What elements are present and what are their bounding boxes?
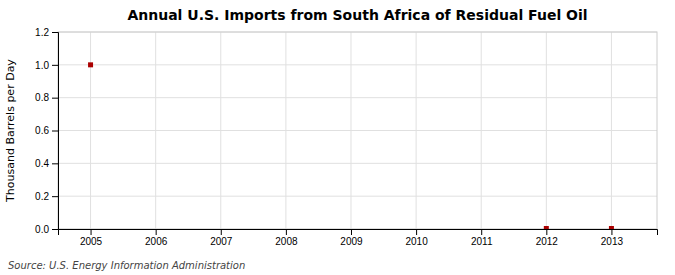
grid-line-x bbox=[546, 32, 547, 229]
points bbox=[88, 62, 614, 229]
grid-line-y bbox=[58, 97, 657, 98]
x-tick-label: 2007 bbox=[210, 236, 233, 247]
x-tick-label: 2008 bbox=[275, 236, 298, 247]
grid-line-y bbox=[58, 163, 657, 164]
grid-line-x bbox=[155, 32, 156, 229]
y-tick-mark bbox=[52, 163, 58, 164]
grid-line-y bbox=[58, 196, 657, 197]
annotation: Source: U.S. Energy Information Administ… bbox=[8, 260, 245, 271]
y-tick: 1.2 bbox=[35, 27, 58, 38]
x-tick: 2012 bbox=[536, 229, 559, 247]
y-tick-mark bbox=[52, 196, 58, 197]
y-tick-mark bbox=[52, 65, 58, 66]
y-tick-mark bbox=[52, 32, 58, 33]
x-tick-mark bbox=[546, 229, 547, 235]
x-tick: 2007 bbox=[210, 229, 233, 247]
grid-line-x bbox=[416, 32, 417, 229]
x-tick-mark bbox=[351, 229, 352, 235]
x-tick: 2013 bbox=[601, 229, 624, 247]
x-tick-mark bbox=[611, 229, 612, 235]
y-tick: 0.2 bbox=[35, 191, 58, 202]
y-tick-mark bbox=[52, 131, 58, 132]
grid-line-x bbox=[350, 32, 351, 229]
y-tick: 0.8 bbox=[35, 92, 58, 103]
grid-line-x bbox=[220, 32, 221, 229]
y-axis-line bbox=[52, 33, 59, 230]
y-tick: 0.6 bbox=[35, 125, 58, 136]
y-tick-label: 1.0 bbox=[35, 60, 49, 71]
x-tick-mark bbox=[156, 229, 157, 235]
x-axis-line bbox=[59, 230, 658, 236]
y-tick-label: 0.6 bbox=[35, 125, 49, 136]
x-axis: 2005 2006 2007 2008 2009 2010 2011 2012 2013 bbox=[59, 229, 658, 247]
x-tick: 2006 bbox=[145, 229, 168, 247]
x-tick-label: 2011 bbox=[471, 236, 493, 247]
y-tick-label: 0.0 bbox=[35, 224, 49, 235]
y-axis-title: Thousand Barrels per Day bbox=[4, 59, 17, 203]
x-tick-label: 2005 bbox=[80, 236, 103, 247]
grid-line-y bbox=[58, 64, 657, 65]
grid-line-x bbox=[481, 32, 482, 229]
point bbox=[88, 62, 93, 67]
y-tick-label: 1.2 bbox=[35, 27, 49, 38]
grid-line-x bbox=[90, 32, 91, 229]
y-tick-mark bbox=[52, 98, 58, 99]
x-tick-label: 2012 bbox=[536, 236, 559, 247]
chart: 2005200620072008200920102011201220130.00… bbox=[0, 0, 675, 275]
y-tick-mark bbox=[52, 229, 58, 230]
grid-line-x bbox=[285, 32, 286, 229]
grid bbox=[58, 32, 657, 229]
y-tick: 0.0 bbox=[35, 224, 58, 235]
x-tick: 2008 bbox=[275, 229, 298, 247]
y-tick-label: 0.2 bbox=[35, 191, 49, 202]
x-tick-mark bbox=[481, 229, 482, 235]
x-tick: 2010 bbox=[405, 229, 428, 247]
x-tick-mark bbox=[91, 229, 92, 235]
point bbox=[609, 226, 614, 229]
y-tick-label: 0.4 bbox=[35, 158, 49, 169]
x-tick: 2011 bbox=[471, 229, 493, 247]
y-tick-label: 0.8 bbox=[35, 92, 49, 103]
grid-line-y bbox=[58, 130, 657, 131]
x-tick-label: 2010 bbox=[405, 236, 428, 247]
x-tick-label: 2009 bbox=[340, 236, 363, 247]
x-tick: 2005 bbox=[80, 229, 103, 247]
plot-frame bbox=[58, 32, 657, 229]
x-tick-mark bbox=[416, 229, 417, 235]
x-tick: 2009 bbox=[340, 229, 363, 247]
grid-line-x bbox=[611, 32, 612, 229]
x-tick-label: 2013 bbox=[601, 236, 624, 247]
plot: 2005200620072008200920102011201220130.00… bbox=[35, 27, 657, 247]
y-tick: 1.0 bbox=[35, 60, 58, 71]
x-tick-mark bbox=[221, 229, 222, 235]
x-tick-mark bbox=[286, 229, 287, 235]
title: Annual U.S. Imports from South Africa of… bbox=[127, 7, 587, 23]
y-tick: 0.4 bbox=[35, 158, 58, 169]
x-tick-label: 2006 bbox=[145, 236, 168, 247]
point bbox=[544, 226, 549, 229]
y-axis: 0.0 0.2 0.4 0.6 0.8 1.0 1.2 bbox=[35, 27, 58, 235]
